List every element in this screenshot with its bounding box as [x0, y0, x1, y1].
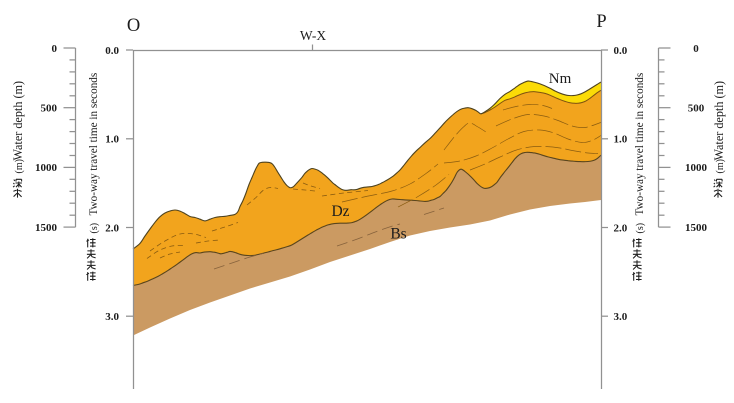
svg-text:Nm: Nm	[549, 71, 572, 87]
svg-text:O: O	[127, 16, 140, 36]
svg-text:P: P	[596, 12, 606, 32]
svg-text:Water depth (m): Water depth (m)	[712, 81, 726, 161]
svg-text:(s): (s)	[635, 223, 646, 234]
svg-text:1.0: 1.0	[105, 134, 119, 146]
svg-text:3.0: 3.0	[614, 311, 628, 323]
svg-text:2.0: 2.0	[105, 222, 119, 234]
svg-text:0: 0	[52, 43, 58, 55]
svg-text:2.0: 2.0	[614, 222, 628, 234]
svg-text:1000: 1000	[685, 162, 708, 174]
svg-text:500: 500	[41, 103, 58, 115]
svg-text:1500: 1500	[685, 222, 708, 234]
svg-text:Water depth (m): Water depth (m)	[11, 81, 25, 161]
svg-text:Dz: Dz	[331, 203, 349, 220]
svg-text:0: 0	[693, 43, 699, 55]
svg-text:W-X: W-X	[300, 28, 326, 43]
svg-text:1.0: 1.0	[614, 134, 628, 146]
svg-text:1000: 1000	[35, 162, 58, 174]
svg-text:1500: 1500	[35, 222, 58, 234]
svg-text:500: 500	[688, 103, 705, 115]
svg-text:(m): (m)	[715, 159, 726, 173]
svg-text:Two-way travel time in seconds: Two-way travel time in seconds	[88, 73, 100, 216]
svg-text:(m): (m)	[14, 159, 25, 173]
svg-text:0.0: 0.0	[105, 45, 119, 57]
svg-text:(s): (s)	[89, 223, 100, 234]
svg-text:Two-way travel time in seconds: Two-way travel time in seconds	[634, 73, 646, 216]
svg-text:Bs: Bs	[390, 226, 406, 243]
svg-text:0.0: 0.0	[614, 45, 628, 57]
svg-text:3.0: 3.0	[105, 311, 119, 323]
